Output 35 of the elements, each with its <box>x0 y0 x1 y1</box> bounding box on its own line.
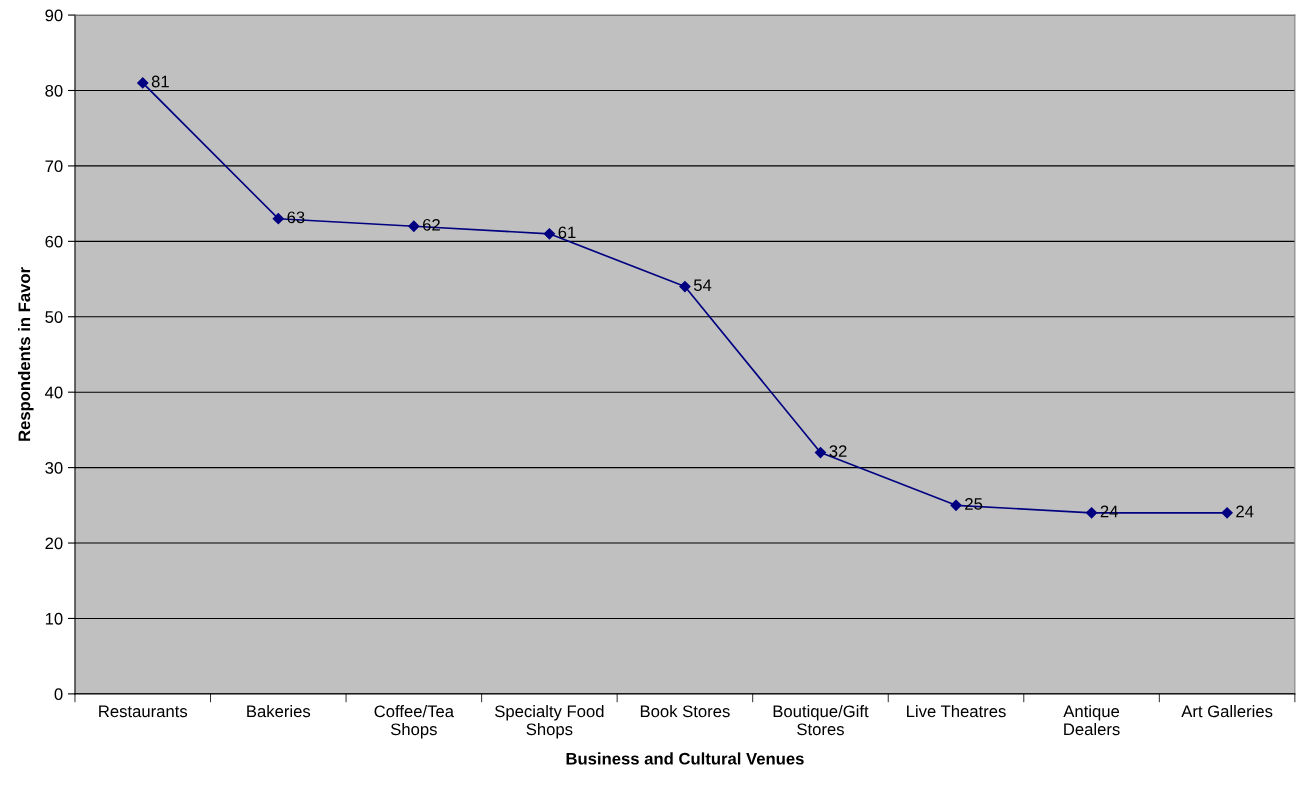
x-tick-label: Antique Dealers <box>1063 704 1120 736</box>
y-tick-label: 70 <box>45 160 63 173</box>
x-axis-title: Business and Cultural Venues <box>566 752 804 765</box>
y-axis-title: Respondents in Favor <box>17 267 34 441</box>
x-tick-label: Coffee/Tea Shops <box>374 704 454 739</box>
y-tick-label: 60 <box>45 235 63 248</box>
x-tick-label: Specialty Food Shops <box>495 704 604 739</box>
y-tick-label: 20 <box>45 537 63 550</box>
x-tick-label: Book Stores <box>640 704 730 718</box>
y-tick-label: 40 <box>45 386 63 399</box>
point <box>679 280 691 293</box>
data-label: 81 <box>151 75 169 88</box>
data-label: 61 <box>558 226 576 239</box>
y-tick-label: 0 <box>54 688 63 701</box>
point <box>543 228 555 240</box>
data-label: 24 <box>1236 505 1254 518</box>
point <box>408 220 420 232</box>
x-tick-label: Art Galleries <box>1181 704 1273 718</box>
x-tick-label: Boutique/Gift Stores <box>773 704 869 736</box>
y-tick-label: 30 <box>45 462 63 474</box>
x-tick-label: Live Theatres <box>907 704 1006 718</box>
data-label: 54 <box>693 279 712 292</box>
y-tick-label: 50 <box>45 311 63 323</box>
point <box>137 77 149 89</box>
x-tick-label: Bakeries <box>247 704 311 718</box>
point <box>950 499 962 511</box>
y-tick-label: 80 <box>45 84 63 97</box>
point <box>814 446 827 459</box>
y-tick-label: 10 <box>45 612 63 625</box>
data-label: 32 <box>829 445 847 457</box>
point <box>272 213 284 225</box>
point <box>1085 507 1098 519</box>
point <box>1221 507 1233 519</box>
x-tick-label: Restaurants <box>99 705 188 718</box>
y-tick-label: 90 <box>45 9 63 22</box>
